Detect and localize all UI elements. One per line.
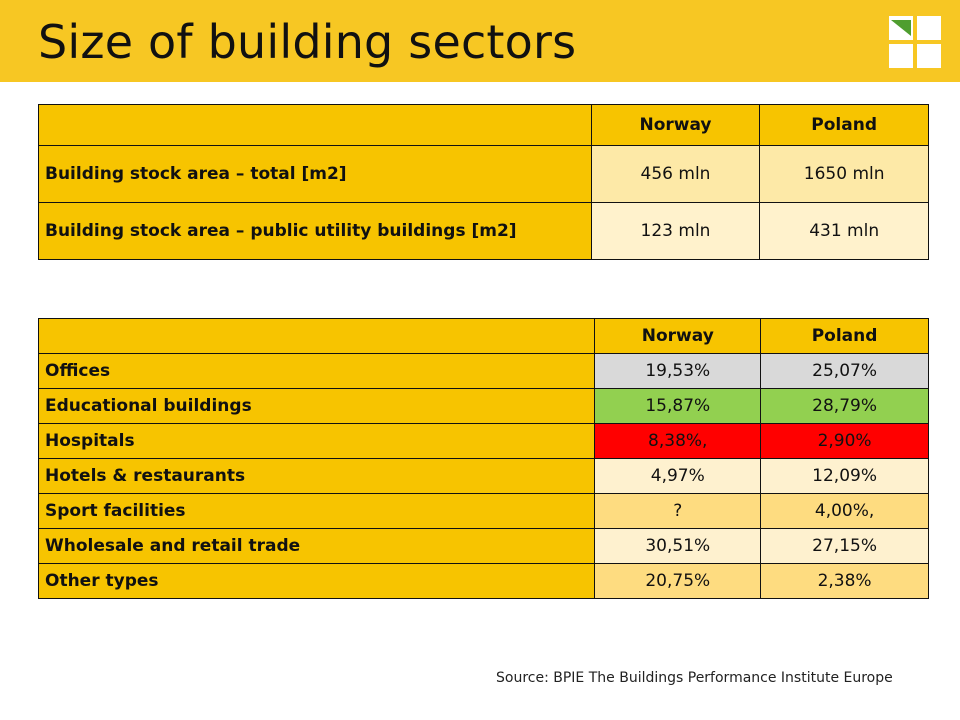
norway-value: 8,38%, [594, 423, 762, 459]
poland-value: 12,09% [760, 458, 929, 494]
building-stock-table: Norway Poland Building stock area – tota… [38, 104, 929, 260]
norway-value: 456 mln [590, 145, 761, 203]
header-cell-norway: Norway [594, 318, 762, 354]
header-cell-norway: Norway [590, 104, 761, 146]
poland-value: 27,15% [760, 528, 929, 564]
row-label: Hotels & restaurants [37, 458, 596, 494]
header-cell-empty [38, 104, 592, 146]
poland-value: 2,90% [760, 423, 929, 459]
table-row: Hotels & restaurants 4,97% 12,09% [37, 458, 929, 494]
table-header-row: Norway Poland [38, 104, 929, 146]
poland-value: 431 mln [759, 202, 929, 260]
header-cell-empty [37, 318, 596, 354]
header-cell-poland: Poland [760, 318, 929, 354]
row-label: Wholesale and retail trade [37, 528, 596, 564]
row-label: Sport facilities [37, 493, 596, 529]
row-label: Other types [37, 563, 596, 599]
row-label: Offices [37, 353, 596, 389]
norway-value: 30,51% [594, 528, 762, 564]
table-row: Educational buildings 15,87% 28,79% [37, 388, 929, 424]
row-label: Hospitals [37, 423, 596, 459]
title-bar: Size of building sectors [0, 0, 960, 82]
norway-value: 15,87% [594, 388, 762, 424]
table-row: Offices 19,53% 25,07% [37, 353, 929, 389]
row-label: Building stock area – public utility bui… [38, 202, 592, 260]
table-header-row: Norway Poland [37, 318, 929, 354]
building-types-table: Norway Poland Offices 19,53% 25,07% Educ… [37, 318, 929, 599]
table-row: Hospitals 8,38%, 2,90% [37, 423, 929, 459]
norway-value: 123 mln [590, 202, 761, 260]
row-label: Educational buildings [37, 388, 596, 424]
poland-value: 28,79% [760, 388, 929, 424]
table-row: Building stock area – total [m2] 456 mln… [38, 145, 929, 203]
poland-value: 1650 mln [759, 145, 929, 203]
norway-value: ? [594, 493, 762, 529]
poland-value: 4,00%, [760, 493, 929, 529]
table-row: Other types 20,75% 2,38% [37, 563, 929, 599]
poland-value: 25,07% [760, 353, 929, 389]
table-row: Building stock area – public utility bui… [38, 202, 929, 260]
header-cell-poland: Poland [759, 104, 929, 146]
source-note: Source: BPIE The Buildings Performance I… [496, 670, 893, 686]
table-row: Wholesale and retail trade 30,51% 27,15% [37, 528, 929, 564]
row-label: Building stock area – total [m2] [38, 145, 592, 203]
norway-value: 4,97% [594, 458, 762, 494]
page-title: Size of building sectors [38, 15, 577, 69]
poland-value: 2,38% [760, 563, 929, 599]
table-row: Sport facilities ? 4,00%, [37, 493, 929, 529]
norway-value: 19,53% [594, 353, 762, 389]
checkmark-squares-logo-icon [889, 16, 943, 70]
norway-value: 20,75% [594, 563, 762, 599]
